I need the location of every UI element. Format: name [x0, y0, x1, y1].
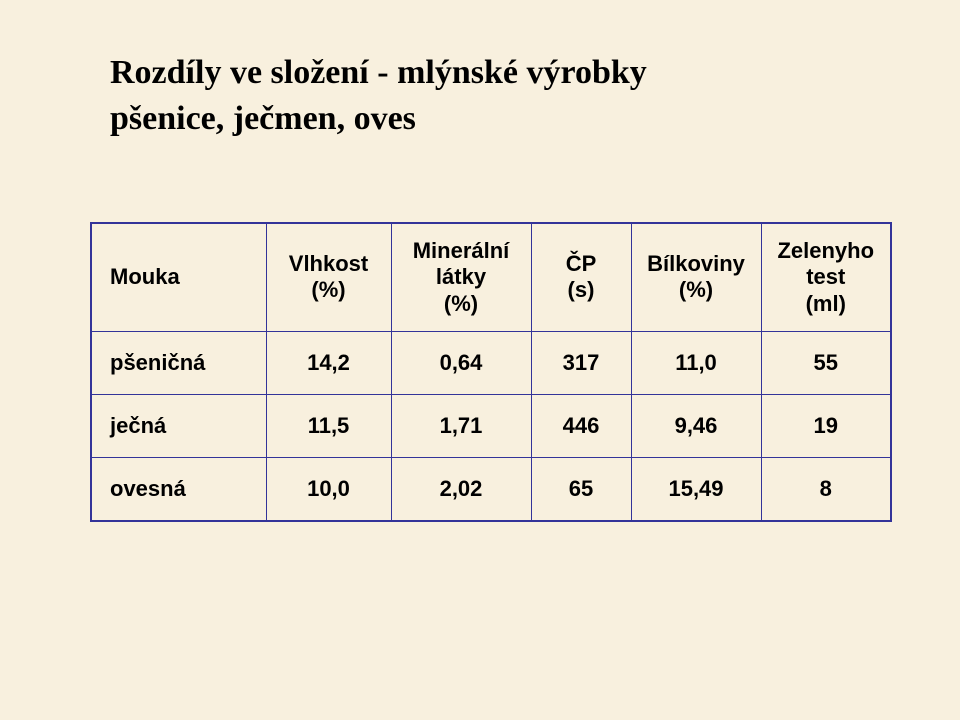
- cell: 1,71: [391, 394, 531, 457]
- row-label: ječná: [91, 394, 266, 457]
- cell: 19: [761, 394, 891, 457]
- slide-title: Rozdíly ve složení - mlýnské výrobky pše…: [90, 50, 870, 142]
- row-label: ovesná: [91, 457, 266, 521]
- cell: 0,64: [391, 331, 531, 394]
- col-header-mineralni: Minerálnílátky(%): [391, 223, 531, 332]
- cell: 14,2: [266, 331, 391, 394]
- slide: Rozdíly ve složení - mlýnské výrobky pše…: [0, 0, 960, 720]
- row-label: pšeničná: [91, 331, 266, 394]
- cell: 9,46: [631, 394, 761, 457]
- table-row: ovesná 10,0 2,02 65 15,49 8: [91, 457, 891, 521]
- cell: 11,5: [266, 394, 391, 457]
- cell: 55: [761, 331, 891, 394]
- col-header-mouka: Mouka: [91, 223, 266, 332]
- cell: 317: [531, 331, 631, 394]
- col-header-vlhkost: Vlhkost(%): [266, 223, 391, 332]
- cell: 8: [761, 457, 891, 521]
- title-line-1: Rozdíly ve složení - mlýnské výrobky: [110, 54, 647, 91]
- col-header-bilkoviny: Bílkoviny(%): [631, 223, 761, 332]
- cell: 11,0: [631, 331, 761, 394]
- cell: 2,02: [391, 457, 531, 521]
- cell: 15,49: [631, 457, 761, 521]
- table-header-row: Mouka Vlhkost(%) Minerálnílátky(%) ČP(s)…: [91, 223, 891, 332]
- title-line-2: pšenice, ječmen, oves: [110, 100, 416, 137]
- cell: 65: [531, 457, 631, 521]
- table-row: pšeničná 14,2 0,64 317 11,0 55: [91, 331, 891, 394]
- col-header-zelenyho: Zelenyhotest(ml): [761, 223, 891, 332]
- table-row: ječná 11,5 1,71 446 9,46 19: [91, 394, 891, 457]
- cell: 10,0: [266, 457, 391, 521]
- flour-composition-table: Mouka Vlhkost(%) Minerálnílátky(%) ČP(s)…: [90, 222, 892, 522]
- cell: 446: [531, 394, 631, 457]
- col-header-cp: ČP(s): [531, 223, 631, 332]
